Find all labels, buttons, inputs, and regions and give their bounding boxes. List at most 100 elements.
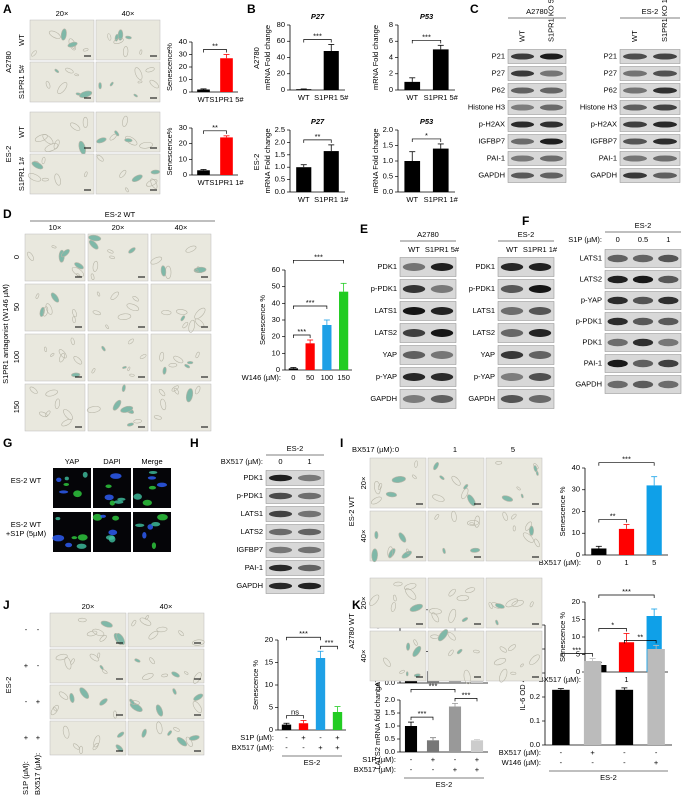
blot-strip [619,66,681,81]
blot-row-label: p-YAP [376,372,397,381]
cell [512,525,516,532]
cell [451,475,461,486]
cell [456,595,470,602]
band [632,317,654,326]
blot-strip [497,389,555,409]
cell [495,619,499,626]
y-tick-label: 0.5 [385,734,395,743]
x-tick-label: 100 [321,373,334,382]
band [510,155,535,162]
cell [98,82,102,90]
image-bg [87,333,149,382]
cell [129,698,135,705]
x-tick-label: S1PR1 1# [209,178,244,187]
micrograph [150,233,212,282]
y-tick-label: 0 [183,170,187,179]
micrograph [49,720,127,756]
image-bg [485,510,543,562]
condition-value: - [432,765,435,774]
cell [84,171,88,178]
x-tick-label: 0 [291,373,295,382]
condition-value: - [25,697,28,706]
micrograph [49,612,127,648]
blot-row-label: p-PDK1 [469,284,495,293]
bar [298,723,309,730]
bar [646,485,662,555]
blot-row-label: p-YAP [581,295,602,304]
image-bg [49,612,127,648]
cell [88,234,102,242]
cell [470,547,481,553]
y-tick-label: 1.0 [275,162,285,171]
cell [488,601,494,609]
condition-value: - [37,625,40,634]
image-bg [485,457,543,509]
y-axis-label: mRNA Fold change [371,25,380,90]
cell [73,490,82,498]
band [528,373,552,381]
y-tick-label: 30 [272,315,280,324]
band [607,296,628,305]
image-bg [95,153,161,195]
band [653,172,677,179]
cell [535,470,539,476]
blot-strip [399,279,457,299]
image-bg [150,233,212,282]
sig-label: ** [212,41,218,50]
cell [76,543,87,549]
sig-label: *** [306,298,315,307]
row-label: 50 [12,303,21,311]
cell [125,187,129,193]
y-axis-label: LATS2 mRNA fold change [373,683,382,770]
sig-bracket [286,636,321,641]
band [510,53,535,60]
cell [374,481,381,495]
blot-strip [507,100,567,115]
cell [92,260,99,272]
image-bg [49,684,127,720]
cell [502,511,508,521]
cell [59,352,65,363]
blot-strip [619,100,681,115]
cell [150,169,161,175]
micrograph [485,630,543,683]
group-label: ES-2 [4,677,13,694]
cell [192,701,203,713]
sig-bracket [598,462,655,466]
cell [156,482,168,488]
band [297,564,322,572]
image-bg [427,510,485,562]
band [539,87,564,94]
blot-title: A2780 [417,230,439,239]
x-tick-label: S1PR1 1# [424,195,459,204]
cell [508,644,517,652]
chart-title: P53 [420,12,434,21]
blot-row-label: P27 [492,68,505,77]
condition-value: - [410,755,413,764]
x-tick-label: S1PR1 5# [209,95,244,104]
band [632,296,654,305]
bar [615,689,634,745]
image-bg [369,510,427,562]
cell [414,460,418,468]
cell [173,355,184,364]
lane-label: S1PR1 1# [523,245,558,254]
cell [64,476,69,481]
cell [27,173,42,182]
cell [92,310,101,316]
lane-label: 0.5 [638,235,648,244]
sig-label: ns [291,708,299,717]
bar [404,726,418,752]
blot-strip [507,151,567,166]
condition-value: + [453,765,458,774]
y-tick-label: 0 [576,550,580,559]
band [510,121,535,128]
condition-value: + [36,697,41,706]
blot-row-label: GAPDH [370,394,397,403]
y-tick-label: 5 [269,702,273,711]
band [268,582,293,590]
cell [74,73,79,77]
y-tick-label: 20 [277,69,285,78]
sig-label: *** [325,638,334,647]
